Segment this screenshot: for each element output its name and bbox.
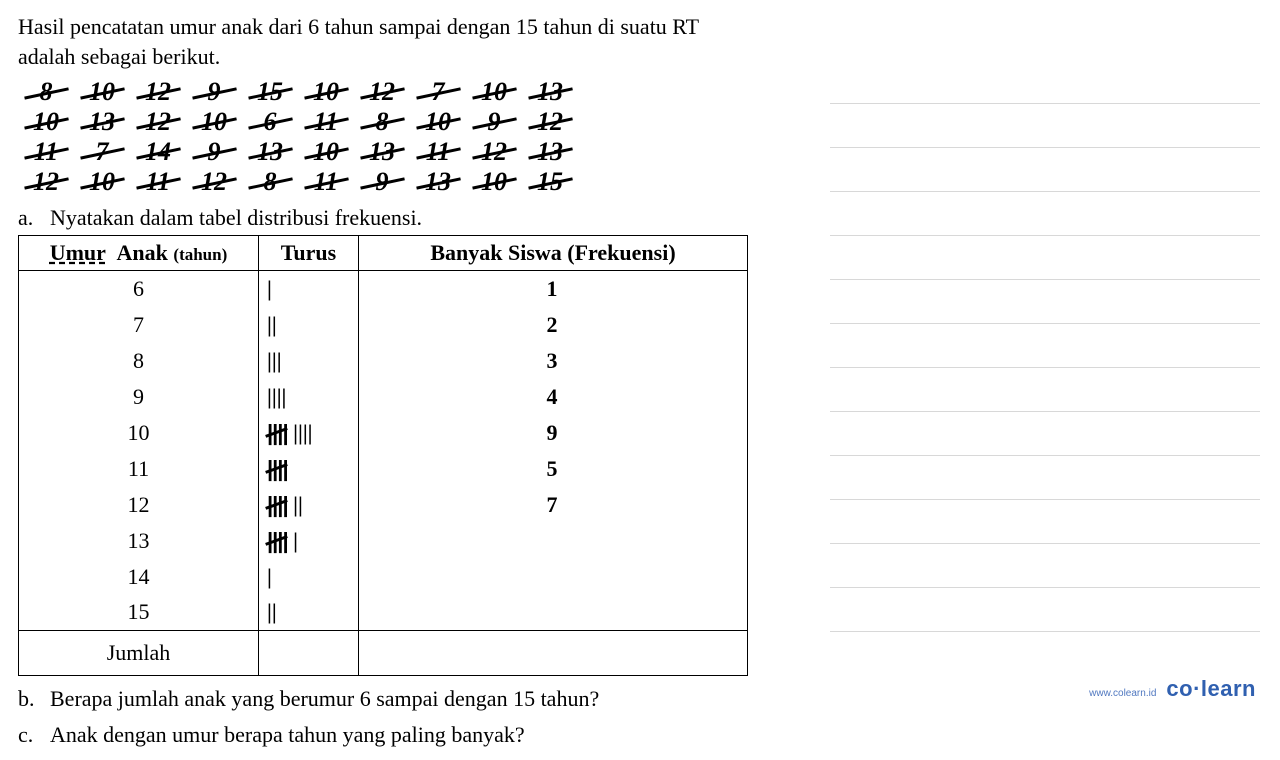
data-value: 13 <box>242 137 298 167</box>
turus-cell: |||| | <box>259 523 359 559</box>
data-value: 8 <box>18 77 74 107</box>
data-value: 12 <box>130 77 186 107</box>
umur-cell: 14 <box>19 559 259 595</box>
turus-cell: |||| || <box>259 487 359 523</box>
data-values-grid: 8101291510127101310131210611810912117149… <box>18 77 752 197</box>
data-value: 15 <box>522 167 578 197</box>
freq-cell <box>359 523 748 559</box>
umur-cell: 7 <box>19 307 259 343</box>
data-value: 10 <box>186 107 242 137</box>
data-value: 14 <box>130 137 186 167</box>
data-value: 11 <box>410 137 466 167</box>
freq-cell: 7 <box>359 487 748 523</box>
data-value: 12 <box>466 137 522 167</box>
umur-cell: 15 <box>19 594 259 630</box>
umur-cell: 13 <box>19 523 259 559</box>
data-value: 7 <box>74 137 130 167</box>
turus-cell: |||| |||| <box>259 415 359 451</box>
col-header-frekuensi: Banyak Siswa (Frekuensi) <box>359 236 748 271</box>
freq-cell <box>359 559 748 595</box>
turus-cell: |||| <box>259 379 359 415</box>
data-value: 6 <box>242 107 298 137</box>
umur-cell: 12 <box>19 487 259 523</box>
freq-cell: 1 <box>359 271 748 307</box>
part-a: a. Nyatakan dalam tabel distribusi freku… <box>18 205 752 231</box>
data-value: 9 <box>186 77 242 107</box>
data-value: 10 <box>298 137 354 167</box>
umur-cell: 10 <box>19 415 259 451</box>
total-turus <box>259 631 359 676</box>
data-value: 11 <box>298 107 354 137</box>
data-value: 10 <box>74 167 130 197</box>
data-value: 10 <box>18 107 74 137</box>
data-value: 12 <box>522 107 578 137</box>
freq-cell: 5 <box>359 451 748 487</box>
data-value: 10 <box>466 77 522 107</box>
intro-text: Hasil pencatatan umur anak dari 6 tahun … <box>18 12 752 71</box>
data-value: 12 <box>186 167 242 197</box>
part-b: b. Berapa jumlah anak yang berumur 6 sam… <box>18 686 752 712</box>
umur-cell: 11 <box>19 451 259 487</box>
freq-cell: 4 <box>359 379 748 415</box>
part-b-text: Berapa jumlah anak yang berumur 6 sampai… <box>50 686 599 712</box>
data-value: 13 <box>354 137 410 167</box>
freq-cell: 3 <box>359 343 748 379</box>
part-a-text: Nyatakan dalam tabel distribusi frekuens… <box>50 205 422 231</box>
data-value: 10 <box>466 167 522 197</box>
part-b-letter: b. <box>18 686 50 712</box>
umur-cell: 8 <box>19 343 259 379</box>
total-freq <box>359 631 748 676</box>
data-value: 9 <box>354 167 410 197</box>
freq-cell: 2 <box>359 307 748 343</box>
turus-cell: || <box>259 594 359 630</box>
data-value: 10 <box>298 77 354 107</box>
logo-url: www.colearn.id <box>1089 688 1156 699</box>
data-value: 7 <box>410 77 466 107</box>
data-value: 8 <box>242 167 298 197</box>
col-header-turus: Turus <box>259 236 359 271</box>
turus-cell: |||| <box>259 451 359 487</box>
logo-brand: co·learn <box>1166 676 1256 702</box>
data-value: 12 <box>354 77 410 107</box>
data-value: 9 <box>186 137 242 167</box>
turus-cell: | <box>259 271 359 307</box>
data-value: 13 <box>522 77 578 107</box>
data-value: 13 <box>522 137 578 167</box>
data-value: 13 <box>410 167 466 197</box>
part-c: c. Anak dengan umur berapa tahun yang pa… <box>18 722 752 748</box>
total-label: Jumlah <box>19 631 259 676</box>
data-value: 13 <box>74 107 130 137</box>
data-value: 12 <box>130 107 186 137</box>
data-value: 11 <box>18 137 74 167</box>
turus-cell: | <box>259 559 359 595</box>
turus-cell: || <box>259 307 359 343</box>
umur-cell: 9 <box>19 379 259 415</box>
ruled-notebook-lines <box>830 60 1260 680</box>
data-value: 9 <box>466 107 522 137</box>
data-value: 8 <box>354 107 410 137</box>
data-value: 12 <box>18 167 74 197</box>
part-a-letter: a. <box>18 205 50 231</box>
freq-cell <box>359 594 748 630</box>
colearn-logo: www.colearn.id co·learn <box>1089 676 1256 702</box>
freq-cell: 9 <box>359 415 748 451</box>
col-header-umur: Umur Anak (tahun) <box>19 236 259 271</box>
data-value: 10 <box>410 107 466 137</box>
data-value: 10 <box>74 77 130 107</box>
data-value: 11 <box>130 167 186 197</box>
umur-cell: 6 <box>19 271 259 307</box>
frequency-table: Umur Anak (tahun) Turus Banyak Siswa (Fr… <box>18 235 748 676</box>
data-value: 15 <box>242 77 298 107</box>
part-c-text: Anak dengan umur berapa tahun yang palin… <box>50 722 525 748</box>
part-c-letter: c. <box>18 722 50 748</box>
question-content: Hasil pencatatan umur anak dari 6 tahun … <box>0 0 770 760</box>
turus-cell: ||| <box>259 343 359 379</box>
data-value: 11 <box>298 167 354 197</box>
